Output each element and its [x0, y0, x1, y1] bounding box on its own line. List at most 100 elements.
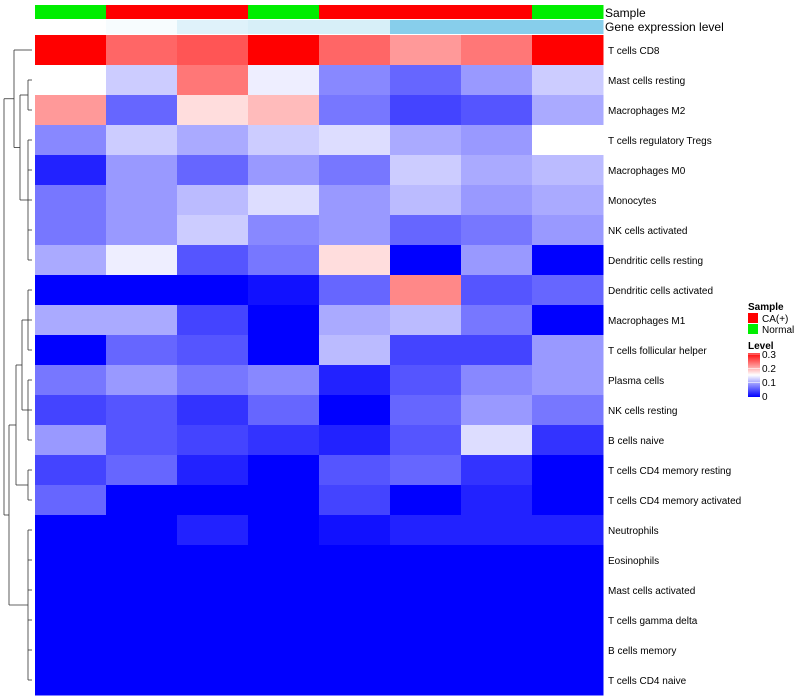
heatmap-cell: [106, 335, 178, 366]
heatmap-cell: [35, 665, 107, 696]
heatmap-cell: [532, 605, 604, 636]
heatmap-cell: [532, 215, 604, 246]
heatmap-cell: [248, 485, 320, 516]
heatmap-cell: [461, 365, 533, 396]
heatmap-cell: [532, 245, 604, 276]
heatmap-cell: [319, 455, 391, 486]
heatmap-cell: [390, 635, 462, 666]
legend: Sample CA(+) Normal Level 0.3 0.2 0.1 0: [748, 302, 794, 403]
gene-anno-cell: [106, 20, 178, 34]
heatmap-cell: [177, 215, 249, 246]
heatmap-cell: [248, 605, 320, 636]
heatmap-cell: [35, 35, 107, 66]
heatmap-cell: [390, 455, 462, 486]
heatmap-cell: [177, 545, 249, 576]
heatmap-cell: [248, 155, 320, 186]
heatmap-cell: [461, 155, 533, 186]
sample-anno-cell: [532, 5, 604, 19]
heatmap-cell: [248, 635, 320, 666]
row-label: Dendritic cells resting: [608, 256, 703, 267]
heatmap-cell: [390, 335, 462, 366]
heatmap-cell: [532, 65, 604, 96]
heatmap-cell: [177, 665, 249, 696]
heatmap-cell: [248, 395, 320, 426]
heatmap-cell: [248, 305, 320, 336]
legend-color-bar: [748, 353, 760, 397]
heatmap-cell: [248, 335, 320, 366]
heatmap-cell: [248, 365, 320, 396]
heatmap-cell: [177, 95, 249, 126]
heatmap-cell: [390, 65, 462, 96]
sample-anno-cell: [248, 5, 320, 19]
heatmap-cell: [532, 545, 604, 576]
heatmap-cell: [177, 485, 249, 516]
heatmap-cell: [177, 635, 249, 666]
heatmap-cell: [532, 95, 604, 126]
heatmap-cells: [35, 35, 604, 696]
heatmap-cell: [35, 425, 107, 456]
heatmap-cell: [319, 305, 391, 336]
heatmap-cell: [390, 665, 462, 696]
heatmap-cell: [319, 185, 391, 216]
heatmap-cell: [106, 305, 178, 336]
heatmap-cell: [390, 95, 462, 126]
heatmap-cell: [177, 65, 249, 96]
heatmap-cell: [177, 395, 249, 426]
heatmap-cell: [532, 335, 604, 366]
heatmap-cell: [390, 215, 462, 246]
heatmap-cell: [319, 425, 391, 456]
heatmap-cell: [35, 485, 107, 516]
heatmap-cell: [390, 185, 462, 216]
heatmap-cell: [461, 215, 533, 246]
gene-anno-cell: [35, 20, 107, 34]
legend-sample-title: Sample: [748, 302, 784, 313]
heatmap-cell: [35, 575, 107, 606]
heatmap-cell: [35, 365, 107, 396]
sample-anno-cell: [35, 5, 107, 19]
heatmap-cell: [106, 365, 178, 396]
gene-anno-cell: [532, 20, 604, 34]
sample-anno-cell: [177, 5, 249, 19]
legend-tick-0-1: 0.1: [762, 378, 776, 389]
row-label: Macrophages M1: [608, 316, 686, 327]
heatmap-cell: [106, 245, 178, 276]
heatmap-cell: [532, 305, 604, 336]
heatmap-cell: [319, 275, 391, 306]
heatmap-cell: [248, 95, 320, 126]
heatmap-cell: [319, 365, 391, 396]
heatmap-cell: [106, 635, 178, 666]
legend-swatch-ca: [748, 313, 758, 323]
heatmap-cell: [35, 95, 107, 126]
legend-level-title: Level: [748, 341, 774, 352]
heatmap-cell: [177, 35, 249, 66]
heatmap-cell: [532, 455, 604, 486]
legend-tick-0: 0: [762, 392, 768, 403]
heatmap-cell: [390, 545, 462, 576]
heatmap-cell: [177, 125, 249, 156]
heatmap-cell: [177, 575, 249, 606]
heatmap-cell: [319, 125, 391, 156]
heatmap-cell: [106, 95, 178, 126]
legend-tick-0-3: 0.3: [762, 350, 776, 361]
heatmap-cell: [35, 515, 107, 546]
heatmap-cell: [532, 425, 604, 456]
heatmap-cell: [319, 215, 391, 246]
heatmap-cell: [532, 395, 604, 426]
heatmap-cell: [461, 65, 533, 96]
heatmap-cell: [106, 65, 178, 96]
heatmap-cell: [177, 245, 249, 276]
heatmap-cell: [319, 485, 391, 516]
heatmap-cell: [390, 35, 462, 66]
gene-anno-cell: [248, 20, 320, 34]
heatmap-cell: [461, 635, 533, 666]
heatmap-cell: [106, 515, 178, 546]
row-label: B cells naive: [608, 436, 665, 447]
legend-swatch-normal: [748, 324, 758, 334]
heatmap-cell: [106, 455, 178, 486]
heatmap-cell: [106, 35, 178, 66]
heatmap-cell: [35, 455, 107, 486]
gene-anno-cell: [390, 20, 462, 34]
sample-anno-cell: [106, 5, 178, 19]
gene-expression-annotation-label: Gene expression level: [605, 20, 724, 34]
